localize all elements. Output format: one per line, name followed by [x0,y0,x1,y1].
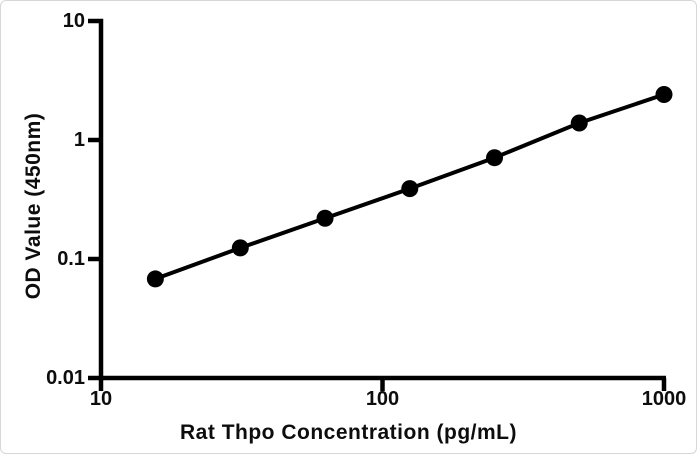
x-axis-tick-marks [98,378,667,391]
x-axis-title: Rat Thpo Concentration (pg/mL) [180,421,517,444]
data-point-marker [655,86,673,104]
data-point-marker [486,149,504,167]
data-point-marker [146,270,164,288]
y-tick-label-0p01: 0.01 [46,367,85,389]
data-point-marker [231,239,249,257]
y-axis-title: OD Value (450nm) [22,112,45,300]
data-point-marker [316,209,334,227]
x-tick-label-1000: 1000 [641,388,687,410]
x-tick-label-100: 100 [365,388,400,410]
x-tick-label-10: 10 [89,388,113,410]
y-tick-label-1: 1 [73,129,85,151]
y-tick-label-0p1: 0.1 [57,248,85,270]
y-axis-tick-marks [88,18,99,381]
standard-curve-series [146,86,673,288]
data-point-marker [401,180,419,198]
data-point-marker [570,114,588,132]
y-tick-label-10: 10 [62,10,85,32]
